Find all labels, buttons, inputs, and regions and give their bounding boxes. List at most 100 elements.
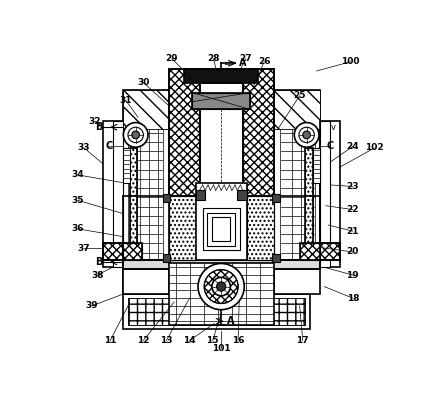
- Text: 35: 35: [72, 196, 84, 205]
- Bar: [207, 213, 235, 246]
- Text: 38: 38: [91, 271, 104, 280]
- Text: 14: 14: [183, 336, 196, 345]
- Bar: [305, 148, 313, 248]
- Bar: [123, 90, 169, 129]
- Bar: [103, 243, 126, 260]
- Bar: [246, 196, 273, 260]
- Circle shape: [299, 127, 314, 142]
- Bar: [128, 298, 305, 325]
- Text: 32: 32: [89, 117, 101, 126]
- Bar: [169, 196, 196, 260]
- Bar: [163, 194, 170, 202]
- Bar: [192, 93, 250, 109]
- Bar: [123, 90, 169, 129]
- Text: 22: 22: [347, 205, 359, 214]
- Text: 13: 13: [160, 336, 173, 345]
- Bar: [316, 243, 340, 260]
- Bar: [184, 69, 258, 83]
- Bar: [196, 190, 205, 200]
- Text: 29: 29: [166, 54, 178, 63]
- Text: 12: 12: [137, 336, 150, 345]
- Bar: [123, 263, 310, 294]
- Circle shape: [217, 282, 226, 291]
- Text: 19: 19: [347, 271, 359, 280]
- Bar: [123, 260, 320, 269]
- Text: 25: 25: [293, 91, 306, 100]
- Bar: [113, 121, 123, 267]
- Circle shape: [212, 277, 230, 296]
- Bar: [200, 83, 243, 196]
- Text: 18: 18: [347, 294, 359, 302]
- Text: 33: 33: [78, 144, 90, 152]
- Text: A: A: [227, 316, 234, 326]
- Bar: [203, 208, 240, 251]
- Bar: [129, 148, 137, 248]
- Circle shape: [198, 263, 244, 310]
- Text: 101: 101: [212, 344, 230, 353]
- Bar: [316, 243, 340, 260]
- Bar: [123, 148, 129, 183]
- Circle shape: [132, 131, 139, 139]
- Bar: [169, 196, 196, 260]
- Circle shape: [294, 122, 319, 147]
- Text: 24: 24: [347, 142, 359, 151]
- Text: A: A: [239, 58, 246, 68]
- Text: 36: 36: [72, 224, 84, 233]
- Bar: [163, 254, 170, 262]
- Bar: [301, 243, 319, 260]
- Text: 31: 31: [120, 96, 132, 105]
- Bar: [305, 148, 313, 248]
- Bar: [196, 183, 246, 260]
- Bar: [272, 254, 280, 262]
- Bar: [123, 243, 142, 260]
- Text: 102: 102: [365, 144, 384, 152]
- Bar: [200, 83, 243, 196]
- Text: =>: =>: [224, 59, 237, 68]
- Text: v: v: [331, 122, 336, 132]
- Bar: [192, 93, 250, 109]
- Bar: [273, 90, 319, 294]
- Bar: [313, 148, 319, 183]
- Bar: [169, 263, 273, 325]
- Bar: [301, 243, 319, 260]
- Bar: [319, 121, 340, 267]
- Text: 17: 17: [296, 336, 309, 345]
- Text: 21: 21: [347, 227, 359, 236]
- Bar: [319, 121, 330, 267]
- Circle shape: [204, 270, 238, 304]
- Text: 26: 26: [258, 57, 270, 66]
- Circle shape: [128, 127, 143, 142]
- Text: 28: 28: [207, 54, 220, 63]
- Bar: [246, 196, 273, 260]
- Text: 20: 20: [347, 247, 359, 257]
- Circle shape: [123, 122, 148, 147]
- Bar: [128, 298, 305, 325]
- Bar: [103, 121, 123, 267]
- Bar: [123, 90, 169, 294]
- Text: 34: 34: [72, 170, 84, 180]
- Bar: [103, 243, 126, 260]
- Bar: [273, 90, 319, 129]
- Bar: [123, 260, 320, 269]
- Bar: [129, 148, 137, 248]
- Text: 100: 100: [341, 57, 360, 66]
- Text: 15: 15: [206, 336, 219, 345]
- Text: B: B: [95, 257, 102, 267]
- Text: 16: 16: [232, 336, 244, 345]
- Bar: [280, 129, 315, 263]
- Bar: [123, 294, 310, 329]
- Text: 39: 39: [86, 301, 98, 310]
- Bar: [237, 190, 246, 200]
- Text: 23: 23: [347, 182, 359, 191]
- Text: 27: 27: [240, 54, 252, 63]
- Text: B: B: [95, 122, 102, 132]
- Text: C: C: [105, 141, 112, 152]
- Bar: [273, 90, 319, 129]
- Bar: [128, 129, 163, 263]
- Text: C: C: [327, 141, 334, 152]
- Bar: [169, 69, 273, 196]
- Bar: [272, 194, 280, 202]
- Text: 30: 30: [137, 78, 150, 87]
- Text: 11: 11: [104, 336, 117, 345]
- Text: 37: 37: [78, 243, 90, 253]
